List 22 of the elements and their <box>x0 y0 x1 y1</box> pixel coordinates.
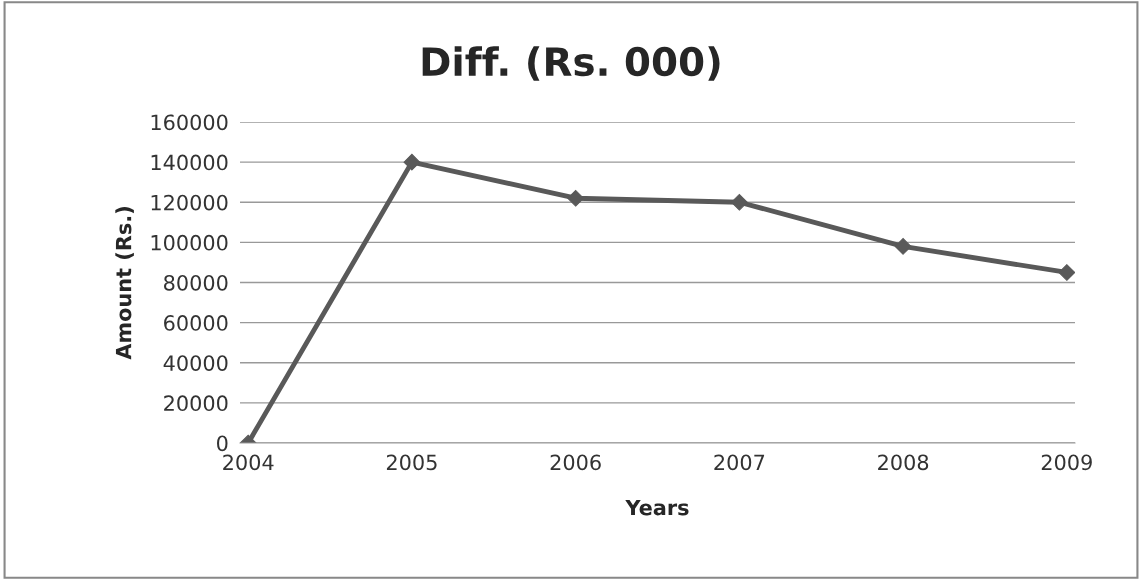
y-axis-title: Amount (Rs.) <box>115 207 134 360</box>
y-tick-label: 140000 <box>151 154 228 171</box>
y-tick-label: 40000 <box>163 355 228 371</box>
x-tick-label: 2009 <box>1041 454 1092 471</box>
y-tick-label: 160000 <box>151 114 228 131</box>
point <box>894 238 912 255</box>
y-tick-label: 100000 <box>151 234 228 251</box>
y-tick-label: 120000 <box>151 194 228 211</box>
y-tick-label: 20000 <box>164 395 228 412</box>
x-tick-label: 2007 <box>714 454 765 471</box>
point <box>730 193 748 211</box>
x-tick-label: 2006 <box>550 454 601 471</box>
y-tick-label: 60000 <box>164 315 228 331</box>
x-tick-label: 2005 <box>386 454 437 471</box>
point <box>403 153 421 171</box>
chart-title: Diff. (Rs. 000) <box>422 46 720 81</box>
y-tick-label: 80000 <box>164 274 228 291</box>
x-tick-label: 2004 <box>223 454 274 471</box>
point <box>1058 264 1075 281</box>
y-tick-label: 0 <box>217 435 228 452</box>
x-tick-label: 2008 <box>878 454 929 471</box>
x-axis-title: Years <box>625 499 689 516</box>
